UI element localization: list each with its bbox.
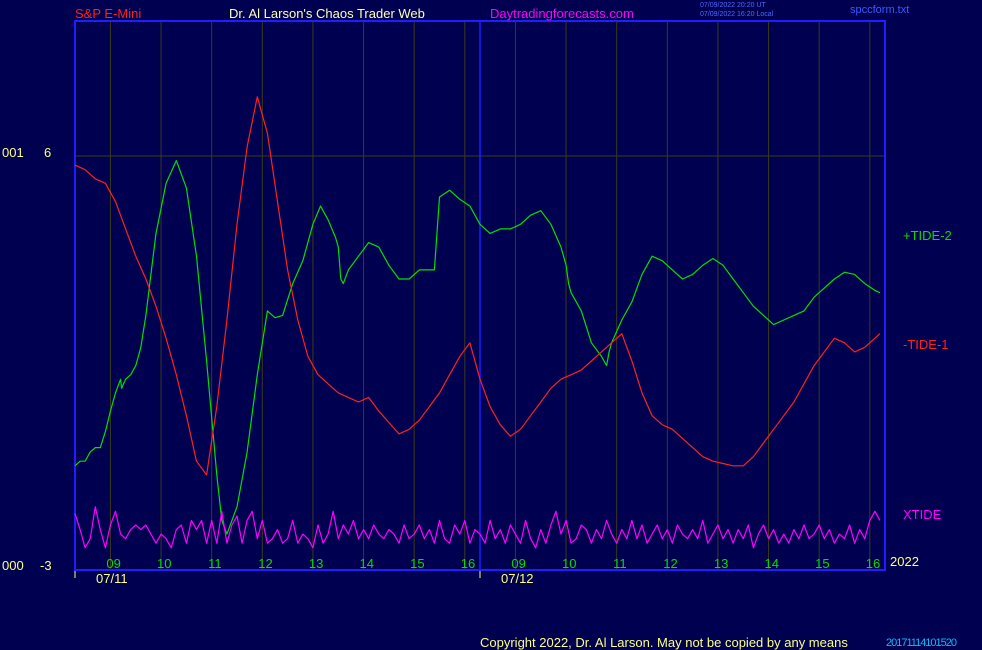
file-name: spccform.txt (850, 4, 910, 16)
timestamp-local: 07/09/2022 16:20 Local (700, 11, 774, 18)
hour-label: 15 (410, 556, 424, 571)
y-axis-top-value: 6 (44, 145, 52, 160)
hour-label: 09 (511, 556, 525, 571)
hour-label: 14 (360, 556, 374, 571)
hour-label: 13 (309, 556, 323, 571)
hour-label: 09 (106, 556, 120, 571)
legend-plus-tide: +TIDE-2 (903, 228, 952, 243)
date-label-1: 07/11 (96, 571, 128, 586)
hour-label: 14 (765, 556, 779, 571)
series-line-tide-1 (74, 96, 881, 476)
legend-xtide: XTIDE (903, 507, 942, 522)
copyright-text: Copyright 2022, Dr. Al Larson. May not b… (480, 635, 848, 650)
hour-label: 16 (461, 556, 475, 571)
series-line-xtide (74, 506, 881, 549)
hour-label: 10 (157, 556, 171, 571)
footer-overlap-text: 20171114101520 (886, 637, 957, 649)
hour-tick-labels: 09 10 11 12 13 14 15 16 09 10 11 12 13 14 15 16 (106, 556, 880, 571)
hour-label: 12 (663, 556, 677, 571)
timestamp-ut: 07/09/2022 20:20 UT (700, 2, 766, 9)
hour-label: 15 (815, 556, 829, 571)
chart-grid (74, 21, 885, 578)
series-line-tide-2 (74, 160, 881, 535)
year-label: 2022 (890, 554, 919, 569)
chart-title: Dr. Al Larson's Chaos Trader Web (229, 6, 425, 21)
y-axis-bottom-value: -3 (40, 558, 52, 573)
hour-label: 16 (866, 556, 880, 571)
website-link[interactable]: Daytradingforecasts.com (490, 6, 634, 21)
hour-label: 11 (208, 556, 222, 571)
hour-label: 12 (258, 556, 272, 571)
hour-label: 11 (613, 556, 627, 571)
y-axis-bottom-scale: 000 (2, 558, 24, 573)
date-label-2: 07/12 (501, 571, 534, 586)
symbol-label: S&P E-Mini (75, 6, 142, 21)
hour-label: 10 (562, 556, 576, 571)
chart-frame (74, 20, 886, 571)
hour-label: 13 (714, 556, 728, 571)
chart-series (74, 96, 881, 549)
y-axis-top-scale: 001 (2, 145, 24, 160)
legend-minus-tide: -TIDE-1 (903, 337, 949, 352)
